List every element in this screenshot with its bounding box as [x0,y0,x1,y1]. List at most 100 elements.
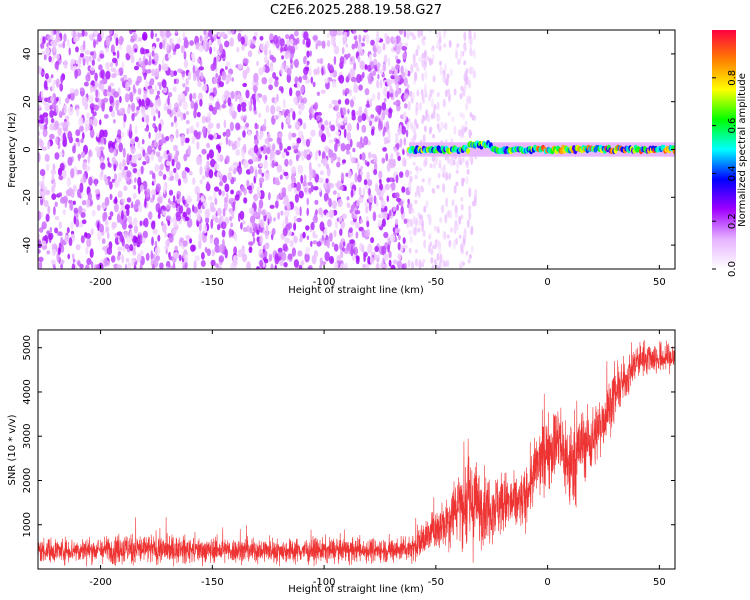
heatmap-cell [79,182,84,193]
heatmap-cell [84,31,88,37]
heatmap-cell [456,43,460,48]
heatmap-cell [378,219,382,227]
heatmap-cell [65,97,70,104]
heatmap-cell [269,66,274,72]
heatmap-cell [291,166,297,176]
heatmap-cell [173,70,178,76]
heatmap-cell [105,226,110,234]
heatmap-cell [168,233,174,243]
heatmap-cell [48,232,54,240]
heatmap-cell [151,263,155,269]
heatmap-cell [175,214,182,222]
heatmap-cell [268,84,273,91]
heatmap-cell [228,228,232,239]
heatmap-cell [276,93,279,103]
heatmap-cell [350,57,353,62]
heatmap-cell [237,137,241,142]
heatmap-cell [421,52,425,60]
heatmap-cell [236,46,240,53]
heatmap-cell [53,206,56,216]
heatmap-cell [461,177,465,187]
heatmap-cell [142,161,147,166]
heatmap-cell [205,216,210,224]
heatmap-cell [319,170,324,176]
heatmap-cell [363,34,366,40]
heatmap-cell [158,208,163,215]
heatmap-cell [213,237,220,247]
heatmap-cell [39,169,46,176]
heatmap-cell [298,190,304,199]
heatmap-cell [217,170,222,177]
heatmap-cell [233,161,239,167]
heatmap-cell [314,199,319,205]
heatmap-cell [64,136,67,145]
heatmap-cell [133,225,138,234]
heatmap-cell [330,156,334,164]
heatmap-cell [153,138,157,148]
heatmap-cell [422,134,426,144]
heatmap-cell [164,63,169,71]
heatmap-cell [81,30,85,37]
heatmap-cell [394,192,400,199]
heatmap-cell [408,204,412,215]
heatmap-cell [437,115,441,122]
heatmap-cell [380,68,384,76]
heatmap-cell [259,253,265,259]
heatmap-cell [182,113,186,120]
heatmap-cell [368,202,372,212]
heatmap-cell [128,91,133,102]
heatmap-cell [359,219,364,224]
heatmap-cell [144,127,149,132]
heatmap-cell [300,174,304,184]
heatmap-cell [166,204,172,210]
heatmap-cell [72,253,75,260]
heatmap-cell [407,101,411,111]
heatmap-cell [88,33,93,40]
heatmap-cell [329,255,334,264]
heatmap-cell [396,260,403,269]
heatmap-cell [240,185,245,192]
heatmap-cell [264,230,269,240]
heatmap-cell [381,102,387,111]
heatmap-cell [126,207,130,217]
heatmap-cell [117,246,123,251]
heatmap-cell [328,103,333,109]
heatmap-cell [207,115,211,123]
y-tick-label: -40 [22,237,33,253]
heatmap-cell [148,211,153,220]
heatmap-cell [327,62,331,71]
heatmap-cell [78,205,83,215]
heatmap-cell [339,56,345,66]
heatmap-cell [102,97,109,103]
heatmap-cell [286,73,291,83]
heatmap-cell [249,215,256,224]
heatmap-cell [293,236,298,244]
x-tick-label: 0 [544,277,550,288]
heatmap-cell [128,129,133,139]
heatmap-cell [397,155,402,161]
heatmap-cell [98,98,102,109]
heatmap-cell [409,170,412,175]
heatmap-cell [380,199,386,209]
heatmap-cell [376,62,381,68]
heatmap-cell [369,98,373,108]
heatmap-cell [439,60,442,66]
heatmap-cell [442,232,446,239]
heatmap-cell [394,76,398,86]
heatmap-cell [193,102,198,111]
heatmap-cell [47,140,51,150]
heatmap-cell [302,139,308,146]
heatmap-cell [54,216,60,221]
heatmap-cell [114,196,118,204]
heatmap-cell [50,169,57,175]
heatmap-cell [40,180,45,190]
heatmap-cell [74,69,78,79]
heatmap-cell [190,244,196,252]
heatmap-cell [90,51,94,56]
y-tick-label: 4000 [22,379,33,404]
heatmap-cell [356,199,360,207]
heatmap-cell [217,32,221,38]
heatmap-cell [378,178,382,184]
heatmap-cell [52,180,56,189]
